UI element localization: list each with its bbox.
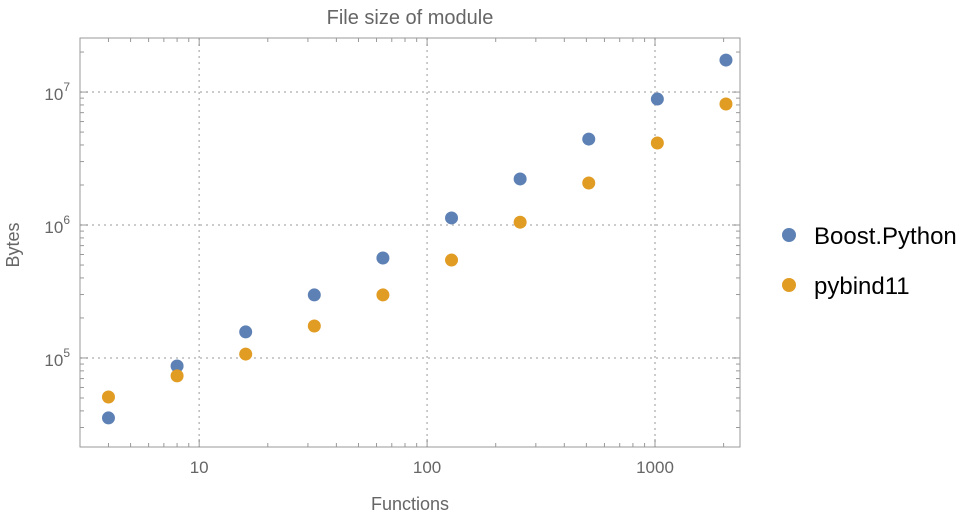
data-point-pybind11 [582, 176, 596, 190]
data-point-pybind11 [376, 288, 390, 302]
data-point-boost-python [650, 92, 664, 106]
x-axis-label: Functions [371, 494, 449, 513]
y-tick-label: 105 [44, 346, 70, 370]
plot-frame [79, 37, 741, 448]
data-point-pybind11 [650, 136, 664, 150]
data-point-pybind11 [513, 215, 527, 229]
x-tick-label: 100 [413, 458, 441, 477]
data-point-pybind11 [445, 253, 459, 267]
data-point-boost-python [376, 251, 390, 265]
legend-marker [782, 278, 796, 292]
chart-title: File size of module [327, 7, 494, 29]
axis-ticks: 10 100 1000 105 106 107 [44, 38, 740, 477]
y-tick-label: 106 [44, 213, 70, 237]
y-axis-label: Bytes [3, 222, 23, 267]
legend: Boost.Python pybind11 [782, 223, 957, 300]
grid [80, 38, 740, 447]
data-point-boost-python [170, 359, 184, 373]
x-tick-label: 10 [190, 458, 209, 477]
data-point-boost-python [582, 132, 596, 146]
data-point-pybind11 [307, 319, 321, 333]
data-point-pybind11 [170, 369, 184, 383]
legend-label: Boost.Python [814, 223, 957, 250]
legend-label: pybind11 [814, 273, 910, 300]
legend-marker [782, 228, 796, 242]
data-point-boost-python [307, 288, 321, 302]
x-tick-label: 1000 [636, 458, 674, 477]
y-tick-label: 107 [44, 80, 70, 104]
data-point-boost-python [513, 172, 527, 186]
data-point-boost-python [239, 325, 253, 339]
data-points [101, 53, 733, 425]
data-point-pybind11 [101, 390, 115, 404]
data-point-boost-python [445, 211, 459, 225]
data-point-boost-python [101, 411, 115, 425]
data-point-boost-python [719, 53, 733, 67]
data-point-pybind11 [239, 347, 253, 361]
data-point-pybind11 [719, 97, 733, 111]
